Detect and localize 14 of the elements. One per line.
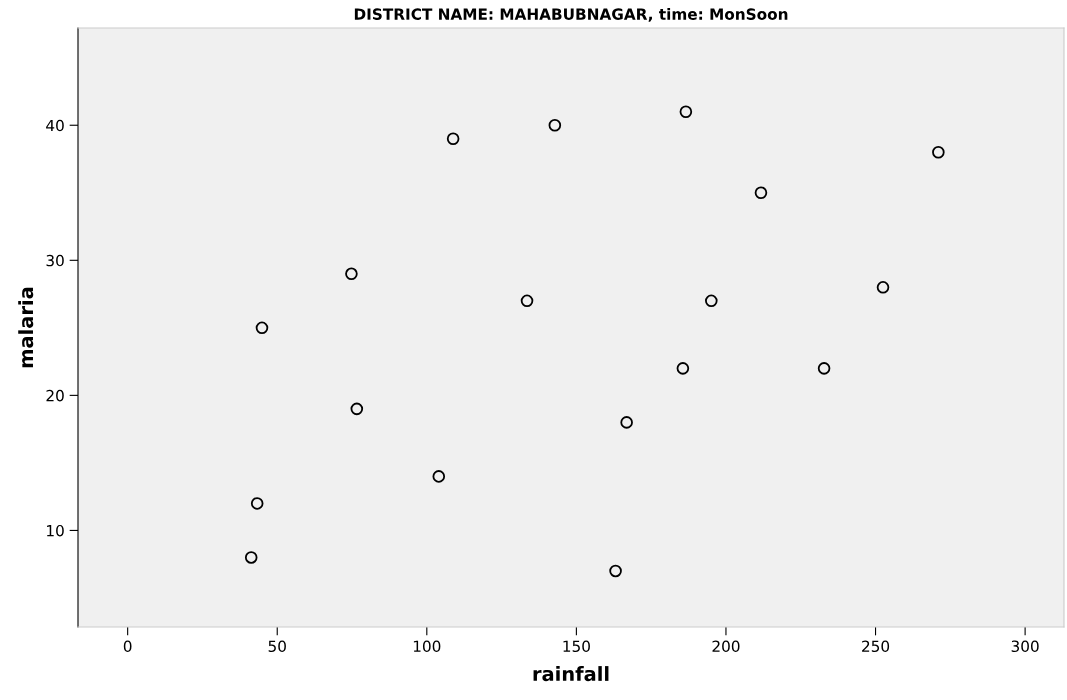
x-tick-label: 100 (413, 640, 441, 653)
y-tick-label: 40 (46, 119, 64, 132)
x-tick-label: 250 (862, 640, 890, 653)
x-tick-label: 0 (123, 640, 132, 653)
chart-title: DISTRICT NAME: MAHABUBNAGAR, time: MonSoon (354, 8, 788, 22)
x-axis-title: rainfall (533, 666, 609, 682)
y-axis-title: malaria (18, 287, 34, 368)
x-tick-label: 300 (1011, 640, 1039, 653)
x-tick-label: 200 (712, 640, 740, 653)
x-tick-label: 50 (268, 640, 286, 653)
y-tick-label: 20 (46, 389, 64, 402)
y-tick-label: 30 (46, 254, 64, 267)
y-tick-label: 10 (47, 524, 64, 537)
x-tick-label: 150 (563, 640, 590, 653)
